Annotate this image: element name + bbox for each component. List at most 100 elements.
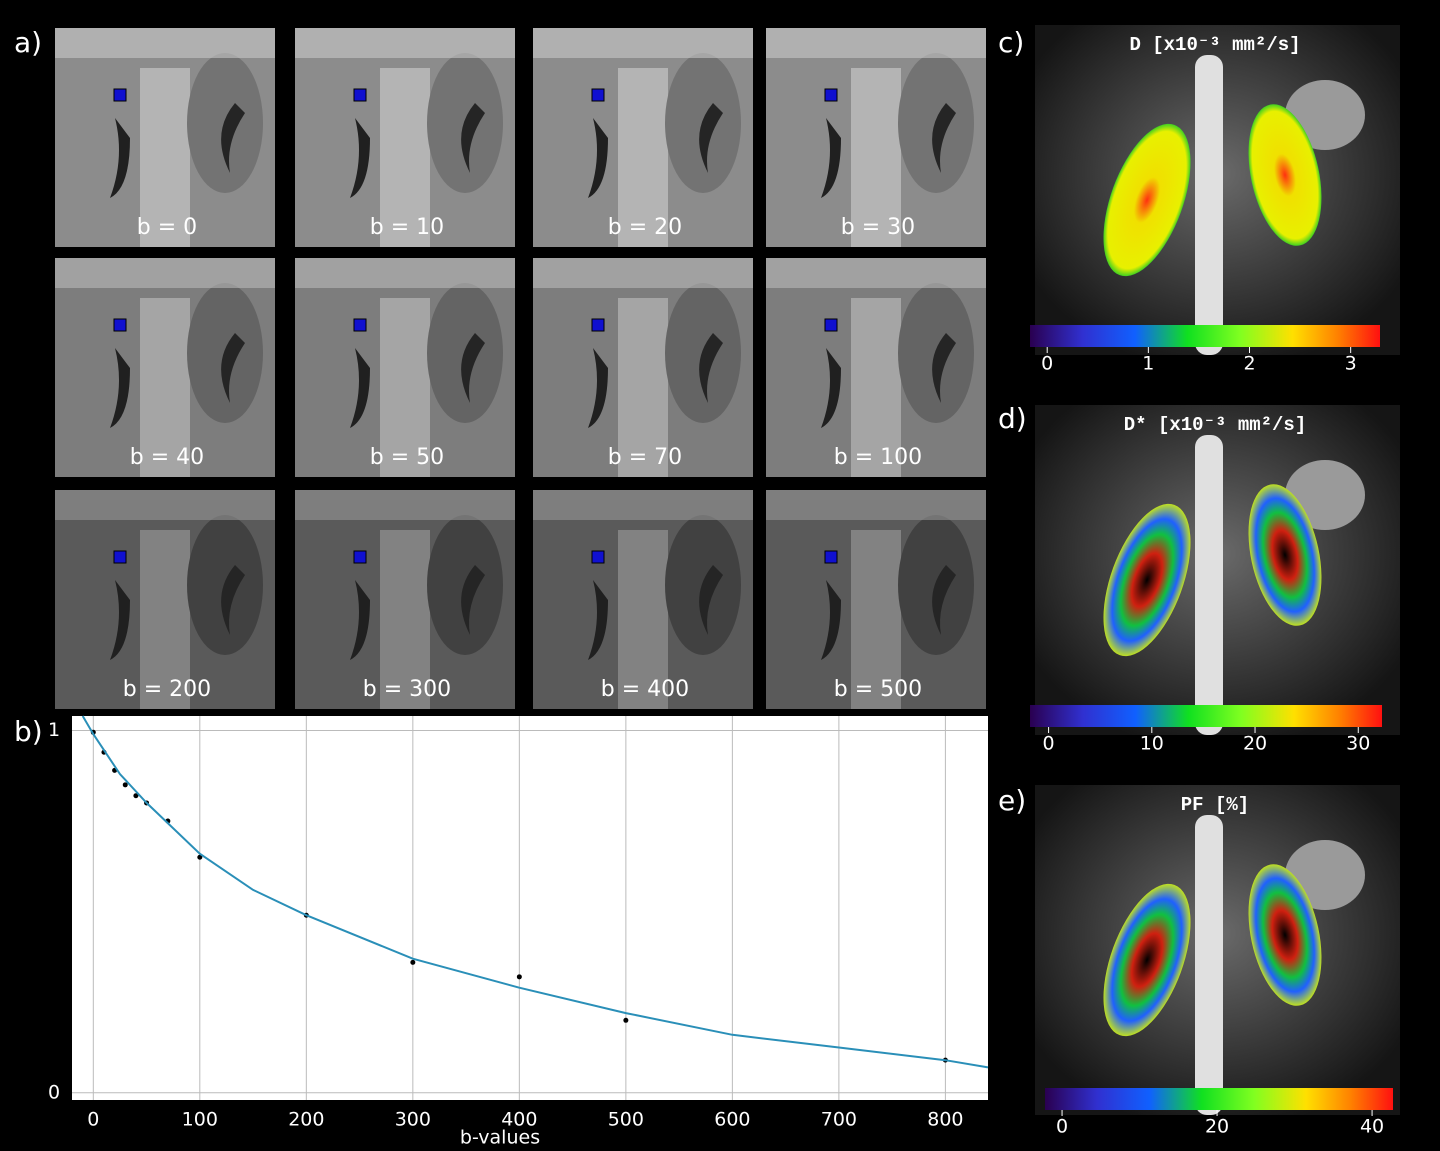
top-texture [533, 490, 753, 520]
kidney-hilum [110, 580, 130, 660]
b-value-label: b = 10 [370, 215, 444, 240]
x-tick-label: 200 [288, 1109, 324, 1131]
roi [113, 88, 127, 102]
roi [591, 318, 605, 332]
kidney-hilum [110, 348, 130, 428]
x-tick-label: 100 [182, 1109, 218, 1131]
spine [380, 298, 430, 477]
mri-tile: b = 30 [766, 28, 986, 247]
kidney-hilum [588, 118, 608, 198]
top-texture [295, 258, 515, 288]
colorbar [1045, 1088, 1393, 1110]
mri-tile: b = 300 [295, 490, 515, 709]
kidney-hilum [932, 103, 956, 173]
map-title: D* [x10⁻³ mm²/s] [1124, 414, 1306, 436]
fit-curve [81, 715, 989, 1069]
mri-tile: b = 100 [766, 258, 986, 477]
colorbar-tick-label: 40 [1360, 1116, 1384, 1138]
x-tick-label: 600 [714, 1109, 750, 1131]
mri-tile: b = 40 [55, 258, 275, 477]
spine [1195, 815, 1223, 1115]
kidney-hilum [221, 103, 245, 173]
top-texture [766, 28, 986, 58]
b-value-label: b = 200 [123, 677, 211, 702]
panel-label: d) [998, 402, 1027, 435]
kidney-hilum [821, 580, 841, 660]
spine [140, 298, 190, 477]
colorbar-tick-label: 1 [1142, 353, 1154, 375]
spine [618, 298, 668, 477]
spine [851, 298, 901, 477]
roi [591, 550, 605, 564]
kidney-hilum [821, 348, 841, 428]
top-texture [55, 258, 275, 288]
data-point [197, 854, 203, 860]
data-point [516, 974, 522, 980]
y-tick-label: 0 [48, 1081, 60, 1103]
spine [140, 530, 190, 709]
y-tick-label: 1 [48, 719, 60, 741]
map-title: D [x10⁻³ mm²/s] [1129, 34, 1300, 56]
colorbar-tick-label: 20 [1243, 733, 1267, 755]
spine [851, 68, 901, 247]
panel-label: e) [998, 784, 1026, 817]
roi [824, 318, 838, 332]
roi [353, 318, 367, 332]
kidney-map [1103, 883, 1191, 1037]
colorbar-tick-label: 30 [1346, 733, 1370, 755]
kidney-hilum [350, 118, 370, 198]
kidney-map [1248, 484, 1322, 626]
kidney-hilum [932, 565, 956, 635]
x-tick-label: 300 [395, 1109, 431, 1131]
kidney-map [1248, 104, 1322, 246]
mri-tile: b = 200 [55, 490, 275, 709]
kidney-hilum [699, 333, 723, 403]
b-value-label: b = 100 [834, 445, 922, 470]
b-value-label: b = 300 [363, 677, 451, 702]
top-texture [55, 28, 275, 58]
roi [353, 88, 367, 102]
kidney-hilum [699, 565, 723, 635]
b-value-label: b = 500 [834, 677, 922, 702]
colorbar-tick-label: 20 [1205, 1116, 1229, 1138]
mri-tile: b = 0 [55, 28, 275, 247]
top-texture [766, 490, 986, 520]
kidney-map [1248, 864, 1322, 1006]
data-point [623, 1017, 629, 1023]
spine [380, 68, 430, 247]
panel-label: b) [14, 715, 43, 748]
top-texture [55, 490, 275, 520]
kidney-hilum [461, 103, 485, 173]
b-value-label: b = 0 [137, 215, 197, 240]
kidney-hilum [350, 580, 370, 660]
mri-tile: b = 70 [533, 258, 753, 477]
parameter-map: D [x10⁻³ mm²/s] 0 1 2 3 [1030, 25, 1400, 375]
roi [824, 88, 838, 102]
b-value-label: b = 70 [608, 445, 682, 470]
top-texture [533, 258, 753, 288]
mri-tile: b = 20 [533, 28, 753, 247]
top-texture [533, 28, 753, 58]
spine [618, 68, 668, 247]
x-tick-label: 0 [87, 1109, 99, 1131]
top-texture [766, 258, 986, 288]
colorbar-tick-label: 0 [1043, 733, 1055, 755]
roi [824, 550, 838, 564]
kidney-hilum [932, 333, 956, 403]
kidney-hilum [461, 333, 485, 403]
colorbar-tick-label: 2 [1243, 353, 1255, 375]
data-point [133, 793, 139, 799]
kidney-hilum [699, 103, 723, 173]
kidney-map [1103, 123, 1191, 277]
kidney-hilum [350, 348, 370, 428]
colorbar-tick-label: 10 [1140, 733, 1164, 755]
plot-area [72, 716, 988, 1100]
x-tick-label: 500 [608, 1109, 644, 1131]
colorbar-tick-label: 0 [1041, 353, 1053, 375]
spine [851, 530, 901, 709]
kidney-hilum [221, 565, 245, 635]
colorbar-tick-label: 0 [1056, 1116, 1068, 1138]
kidney-hilum [588, 348, 608, 428]
mri-tile: b = 50 [295, 258, 515, 477]
